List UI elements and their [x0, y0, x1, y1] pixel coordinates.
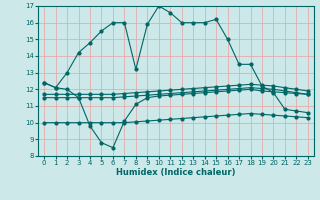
X-axis label: Humidex (Indice chaleur): Humidex (Indice chaleur) — [116, 168, 236, 177]
